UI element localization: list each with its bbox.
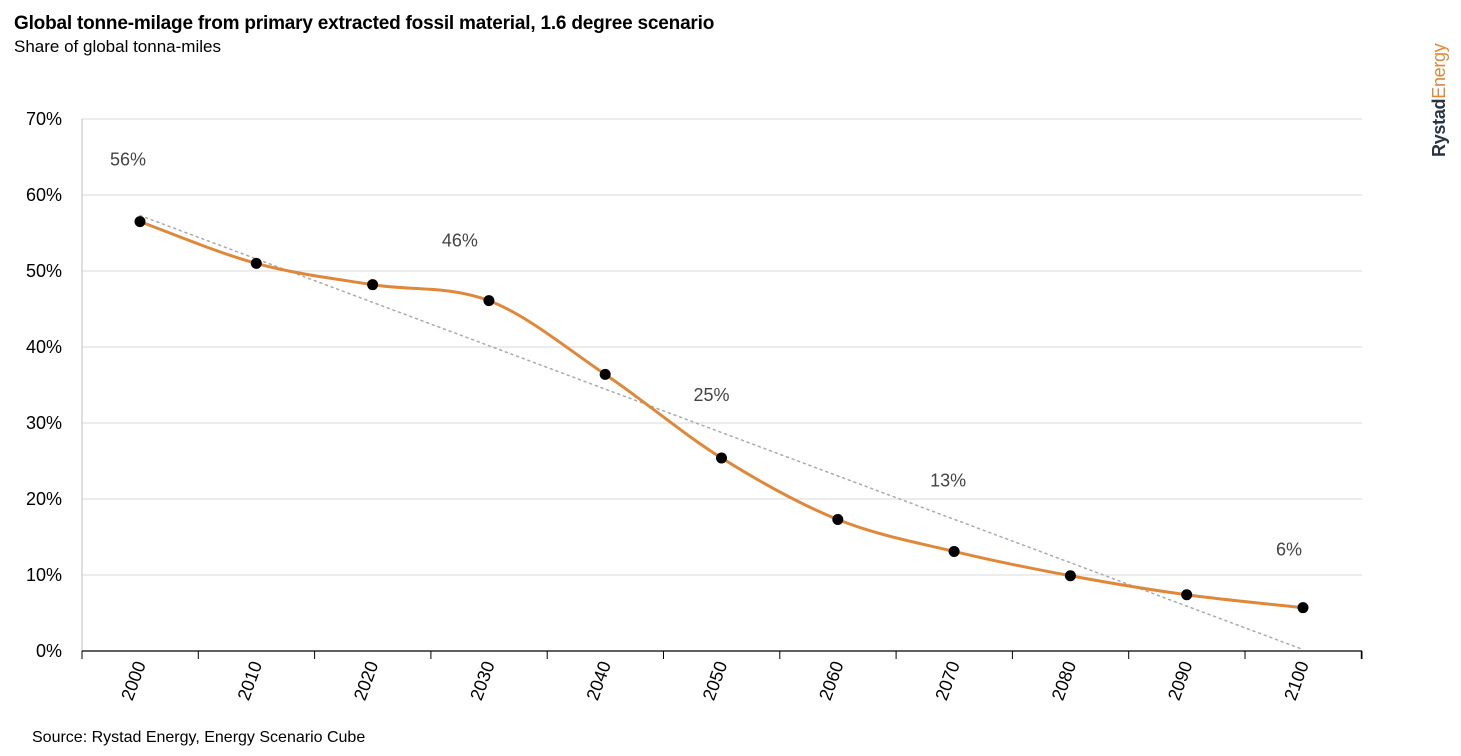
chart-subtitle: Share of global tonna-miles <box>14 37 221 56</box>
data-point-2080 <box>1064 570 1076 582</box>
trendline-layer <box>139 214 1304 651</box>
source-note: Source: Rystad Energy, Energy Scenario C… <box>32 729 366 746</box>
x-tick-label: 2070 <box>931 659 963 703</box>
x-tick-label: 2060 <box>815 659 847 703</box>
data-label-2050: 25% <box>693 385 729 405</box>
data-label-2070: 13% <box>930 470 966 490</box>
data-point-2040 <box>599 368 611 380</box>
y-tick-label: 50% <box>26 261 62 281</box>
y-tick-label: 0% <box>36 641 62 661</box>
data-labels: 56% 46% 25% 13% 6% <box>110 150 1302 560</box>
x-tick-label: 2040 <box>582 659 614 703</box>
data-point-2000 <box>134 216 146 228</box>
y-tick-label: 60% <box>26 185 62 205</box>
data-point-2020 <box>367 279 379 291</box>
gridlines <box>82 118 1362 576</box>
y-tick-label: 30% <box>26 413 62 433</box>
x-tick-label: 2090 <box>1164 659 1196 703</box>
data-point-2100 <box>1297 602 1309 614</box>
series-line <box>138 220 1305 610</box>
data-point-2030 <box>483 295 495 307</box>
y-tick-label: 10% <box>26 565 62 585</box>
data-point-2060 <box>832 514 844 526</box>
data-label-2000: 56% <box>110 150 146 170</box>
data-points <box>134 216 1309 614</box>
x-tick-label: 2010 <box>234 659 266 703</box>
y-tick-label: 40% <box>26 337 62 357</box>
y-tick-label: 20% <box>26 489 62 509</box>
axes: 0% 10% 20% 30% 40% 50% 60% 70% 2000 2010 2020 2030 2… <box>26 109 1363 703</box>
data-label-2030: 46% <box>442 231 478 251</box>
data-label-2100: 6% <box>1276 540 1302 560</box>
trendline <box>139 214 1304 651</box>
data-point-2070 <box>948 545 960 557</box>
series-line-layer <box>138 220 1305 610</box>
data-point-2090 <box>1181 589 1193 601</box>
y-tick-label: 70% <box>26 109 62 129</box>
x-tick-label: 2050 <box>699 659 731 703</box>
x-tick-label: 2100 <box>1280 659 1312 703</box>
x-tick-label: 2080 <box>1048 659 1080 703</box>
data-point-2010 <box>250 257 262 269</box>
x-tick-label: 2030 <box>466 659 498 703</box>
data-point-2050 <box>716 452 727 464</box>
x-tick-label: 2020 <box>350 659 382 703</box>
chart-title: Global tonne-milage from primary extract… <box>14 13 715 34</box>
x-tick-label: 2000 <box>117 659 149 703</box>
